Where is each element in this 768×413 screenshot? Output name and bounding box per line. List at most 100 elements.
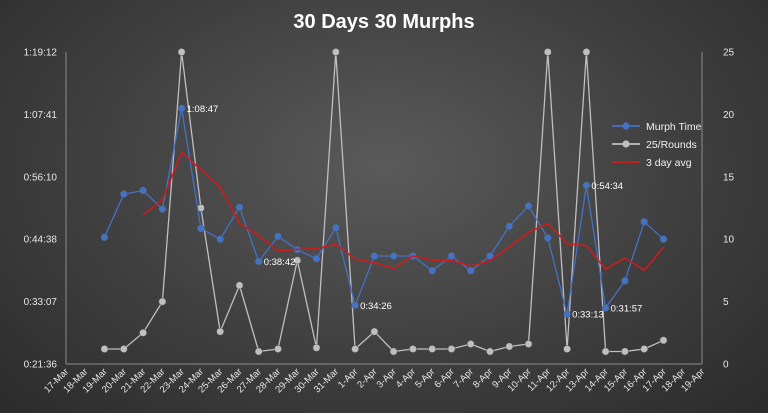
data-point-25-rounds [216, 327, 225, 336]
plot-area [100, 48, 668, 356]
data-label: 0:31:57 [611, 303, 643, 314]
right-axis-ticks: 0 5 10 15 20 25 [723, 48, 735, 371]
data-point-murph-time [621, 277, 629, 285]
data-point-murph-time [466, 266, 475, 275]
right-tick-label: 15 [723, 172, 735, 183]
data-point-murph-time [563, 310, 571, 319]
data-point-murph-time [486, 252, 494, 260]
data-point-25-rounds [543, 48, 552, 56]
data-point-murph-time [640, 217, 649, 226]
data-label: 1:08:47 [187, 104, 219, 115]
data-point-25-rounds [601, 347, 610, 356]
data-point-25-rounds [274, 345, 282, 353]
data-point-25-rounds [621, 347, 629, 356]
data-point-25-rounds [640, 345, 649, 353]
right-tick-label: 5 [723, 297, 729, 308]
data-point-25-rounds [158, 297, 167, 306]
data-point-murph-time [158, 205, 167, 214]
data-point-25-rounds [235, 281, 244, 290]
left-tick-label: 0:21:36 [24, 360, 58, 371]
x-tick-label: 5-Apr [413, 366, 437, 390]
data-point-murph-time [177, 104, 186, 113]
data-point-25-rounds [659, 336, 668, 345]
x-tick-label: 2-Apr [355, 366, 379, 390]
left-axis-ticks: 0:21:36 0:33:07 0:44:38 0:56:10 1:07:41 1:19:… [24, 48, 58, 371]
data-point-25-rounds [351, 345, 359, 353]
data-point-25-rounds [331, 48, 340, 56]
data-point-murph-time [331, 223, 340, 232]
data-point-murph-time [216, 235, 225, 244]
data-point-25-rounds [447, 345, 456, 353]
legend-marker-murph-time [622, 122, 630, 130]
data-point-murph-time [582, 181, 591, 190]
right-tick-label: 10 [723, 235, 735, 246]
data-point-murph-time [524, 202, 533, 210]
left-tick-label: 1:19:12 [24, 48, 58, 59]
data-point-25-rounds [139, 328, 147, 337]
left-tick-label: 0:56:10 [24, 172, 58, 183]
x-tick-label: 7-Apr [452, 366, 476, 390]
data-point-murph-time [197, 224, 205, 233]
data-point-murph-time [447, 252, 456, 260]
data-point-25-rounds [370, 327, 379, 336]
series-line-murph-time [103, 107, 664, 315]
data-point-murph-time [235, 203, 244, 212]
data-point-murph-time [139, 186, 147, 195]
data-point-murph-time [100, 233, 109, 242]
data-label: 0:34:26 [360, 301, 392, 312]
data-point-25-rounds [389, 347, 398, 356]
data-point-25-rounds [312, 343, 321, 352]
left-tick-label: 0:44:38 [24, 235, 58, 246]
data-point-murph-time [389, 252, 398, 260]
legend: Murph Time 25/Rounds 3 day avg [612, 121, 702, 169]
data-point-25-rounds [466, 340, 475, 348]
series-line-25-rounds [104, 51, 664, 353]
data-point-murph-time [351, 301, 359, 310]
data-point-25-rounds [505, 342, 514, 351]
x-axis-ticks: 17-Mar18-Mar19-Mar20-Mar21-Mar22-Mar23-M… [42, 366, 707, 395]
data-point-murph-time [505, 222, 514, 231]
data-point-25-rounds [119, 345, 128, 353]
data-point-murph-time [370, 252, 379, 260]
data-point-murph-time [428, 266, 437, 275]
data-point-murph-time [274, 232, 282, 241]
data-label: 0:38:42 [264, 257, 296, 268]
data-point-murph-time [312, 254, 321, 263]
legend-label-murph-time: Murph Time [646, 121, 702, 133]
left-tick-label: 0:33:07 [24, 297, 58, 308]
data-point-25-rounds [293, 256, 302, 265]
data-labels: 1:08:47 0:38:42 0:34:26 0:33:13 0:54:34 0:31:… [187, 104, 643, 321]
right-tick-label: 20 [723, 110, 735, 121]
x-tick-label: 6-Apr [432, 366, 456, 390]
data-point-murph-time [119, 190, 128, 198]
legend-marker-25-rounds [622, 140, 630, 148]
right-tick-label: 25 [723, 48, 735, 59]
data-label: 0:54:34 [591, 181, 623, 192]
x-tick-label: 1-Apr [336, 366, 360, 390]
data-point-murph-time [659, 235, 668, 244]
data-point-25-rounds [582, 48, 591, 56]
x-tick-label: 4-Apr [394, 366, 418, 390]
data-point-25-rounds [177, 48, 186, 56]
data-point-25-rounds [409, 345, 417, 353]
x-tick-label: 8-Apr [471, 366, 495, 390]
legend-label-3-day-avg: 3 day avg [646, 157, 692, 169]
right-tick-label: 0 [723, 360, 729, 371]
series-line-3-day-avg [142, 151, 665, 272]
data-point-25-rounds [563, 345, 571, 353]
data-point-25-rounds [428, 345, 437, 353]
data-point-25-rounds [486, 347, 494, 356]
data-point-murph-time [543, 234, 552, 242]
data-point-25-rounds [254, 347, 263, 356]
chart-title: 30 Days 30 Murphs [293, 11, 474, 33]
left-tick-label: 1:07:41 [24, 110, 58, 121]
legend-label-25-rounds: 25/Rounds [646, 139, 697, 151]
x-tick-label: 3-Apr [375, 366, 399, 390]
data-point-25-rounds [524, 340, 533, 348]
data-label: 0:33:13 [572, 310, 604, 321]
data-point-murph-time [601, 304, 610, 312]
data-point-25-rounds [100, 345, 109, 353]
data-point-murph-time [254, 257, 263, 266]
